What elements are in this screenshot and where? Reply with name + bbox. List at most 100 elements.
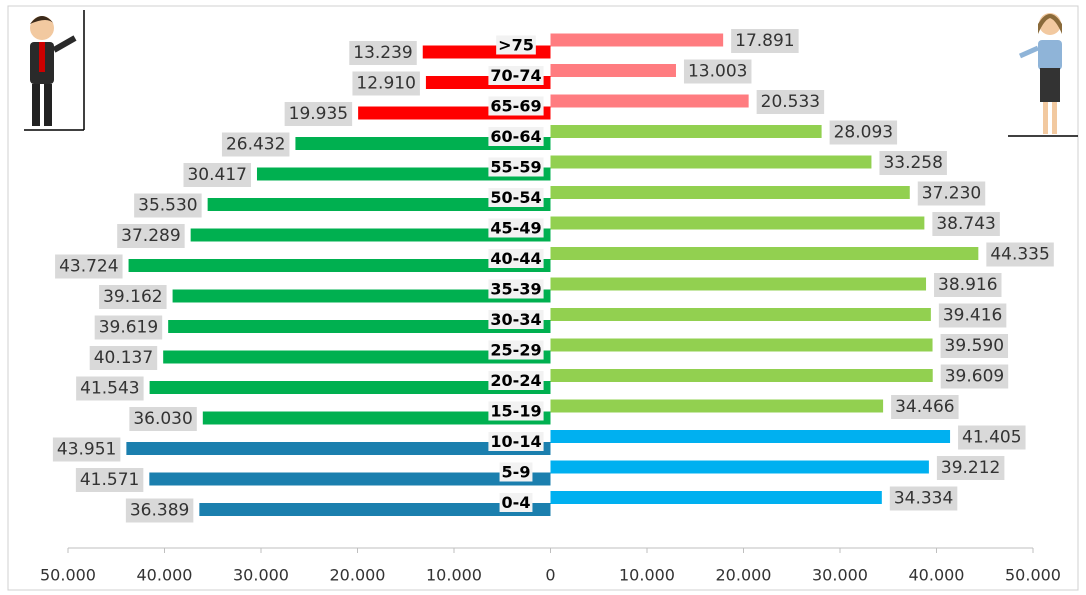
- label-background: [938, 303, 1007, 328]
- label-background: [117, 224, 185, 248]
- bar: [550, 277, 927, 291]
- label-background: [683, 59, 752, 84]
- label-background: [89, 346, 158, 370]
- category-background: [488, 66, 544, 85]
- value-label: 39.590: [945, 336, 1004, 356]
- category-background: [488, 157, 544, 177]
- x-tick-label: 50.000: [1005, 566, 1061, 585]
- category-background: [488, 188, 544, 207]
- value-label: 39.162: [103, 287, 162, 307]
- female-icon: [1008, 13, 1078, 137]
- value-label: 37.230: [922, 184, 981, 204]
- label-background: [52, 437, 121, 462]
- bar: [149, 381, 551, 394]
- category-label: 50-54: [490, 188, 541, 207]
- bar: [126, 442, 551, 455]
- label-background: [986, 242, 1054, 267]
- label-background: [94, 315, 163, 340]
- bar: [190, 228, 551, 242]
- value-label: 39.619: [99, 318, 158, 338]
- category-background: [499, 493, 533, 512]
- category-background: [499, 462, 533, 482]
- category-label: 0-4: [502, 493, 531, 512]
- bar: [550, 94, 749, 108]
- bar: [163, 350, 551, 364]
- x-tick-label: 30.000: [812, 566, 868, 585]
- bar: [550, 155, 872, 169]
- category-background: [488, 249, 544, 268]
- category-background: [488, 310, 544, 329]
- category-background: [488, 401, 544, 421]
- value-label: 38.916: [938, 275, 997, 295]
- x-tick-label: 40.000: [137, 566, 193, 585]
- bar: [168, 320, 551, 333]
- bar: [149, 472, 551, 486]
- bar: [550, 186, 910, 199]
- value-label: 43.951: [57, 440, 116, 460]
- bar: [550, 460, 929, 474]
- bar: [550, 338, 933, 352]
- value-label: 37.289: [121, 226, 180, 246]
- category-label: 55-59: [490, 158, 541, 177]
- x-tick-label: 20.000: [330, 566, 386, 585]
- value-label: 35.530: [138, 196, 197, 216]
- category-label: 70-74: [490, 66, 541, 85]
- category-background: [488, 127, 544, 146]
- label-background: [75, 468, 144, 492]
- label-background: [934, 273, 1002, 297]
- value-label: 38.743: [936, 214, 995, 234]
- label-background: [349, 41, 417, 65]
- category-label: 65-69: [490, 97, 541, 116]
- label-background: [129, 407, 197, 431]
- label-background: [284, 102, 353, 126]
- category-label: 15-19: [490, 402, 541, 421]
- label-background: [221, 132, 290, 157]
- label-background: [76, 376, 144, 401]
- bar: [199, 503, 551, 516]
- label-background: [134, 193, 202, 218]
- category-background: [488, 432, 544, 451]
- category-label: >75: [498, 36, 534, 55]
- label-background: [731, 29, 799, 53]
- bar: [550, 64, 676, 77]
- label-background: [936, 456, 1005, 480]
- x-tick-label: 10.000: [426, 566, 482, 585]
- value-label: 26.432: [226, 135, 285, 155]
- value-label: 13.003: [688, 62, 747, 82]
- bar: [550, 308, 931, 321]
- value-label: 34.334: [894, 489, 953, 509]
- category-background: [488, 371, 544, 390]
- male-icon: [24, 10, 85, 131]
- x-tick-label: 0: [545, 566, 555, 585]
- label-background: [940, 334, 1009, 358]
- value-label: 33.258: [883, 153, 942, 173]
- label-background: [756, 90, 825, 114]
- label-background: [917, 181, 986, 206]
- value-label: 30.417: [187, 165, 246, 185]
- category-label: 30-34: [490, 310, 541, 329]
- value-label: 39.416: [943, 306, 1002, 326]
- bar: [207, 198, 551, 211]
- label-background: [125, 498, 194, 523]
- value-label: 39.212: [941, 458, 1000, 478]
- label-background: [829, 120, 898, 145]
- bar: [202, 411, 551, 425]
- category-background: [488, 340, 544, 360]
- label-background: [183, 163, 251, 187]
- label-background: [879, 151, 947, 175]
- label-background: [940, 364, 1009, 389]
- label-background: [932, 212, 1000, 236]
- category-label: 10-14: [490, 432, 541, 451]
- value-label: 40.137: [94, 348, 153, 368]
- x-tick-label: 50.000: [40, 566, 96, 585]
- bar: [128, 259, 551, 272]
- bar: [550, 33, 724, 47]
- label-background: [958, 425, 1026, 450]
- category-label: 45-49: [490, 219, 541, 238]
- category-label: 35-39: [490, 280, 541, 299]
- category-background: [488, 96, 544, 116]
- value-label: 39.609: [945, 367, 1004, 387]
- x-tick-label: 30.000: [233, 566, 289, 585]
- value-label: 17.891: [735, 31, 794, 51]
- value-label: 41.405: [962, 428, 1021, 448]
